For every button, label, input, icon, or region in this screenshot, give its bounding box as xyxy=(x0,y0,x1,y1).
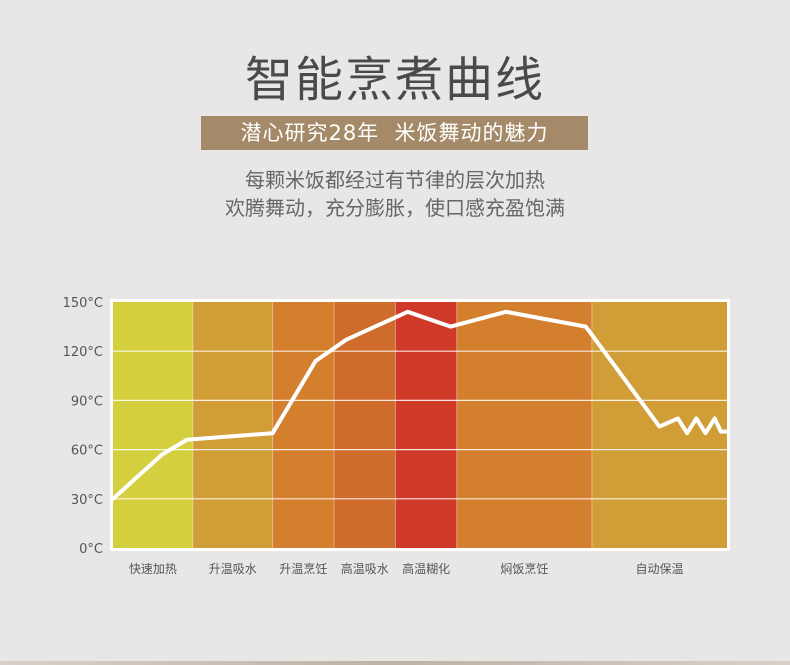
stage-band xyxy=(334,302,396,548)
stage-label: 自动保温 xyxy=(635,562,683,576)
stage-band xyxy=(395,302,457,548)
stage-label: 升温烹饪 xyxy=(279,561,327,576)
bottom-divider xyxy=(0,661,790,665)
stage-label: 高温吸水 xyxy=(341,561,389,576)
y-tick-label: 120°C xyxy=(63,345,103,360)
temperature-curve xyxy=(111,309,729,501)
stage-labels: 快速加热 升温吸水 升温烹饪 高温吸水 高温糊化 焖饭烹饪 自动保温 xyxy=(129,561,684,576)
stage-band xyxy=(272,302,335,548)
page-title: 智能烹煮曲线 xyxy=(244,52,545,108)
stage-band xyxy=(192,302,273,548)
y-tick-label: 30°C xyxy=(71,493,103,508)
stage-label: 高温糊化 xyxy=(402,561,450,576)
y-tick-label: 0°C xyxy=(79,542,103,557)
stage-band xyxy=(456,302,592,548)
y-tick-label: 60°C xyxy=(71,444,103,459)
stage-bands xyxy=(110,299,730,551)
y-tick-label: 90°C xyxy=(71,394,103,409)
stage-label: 升温吸水 xyxy=(209,562,257,576)
stage-label: 焖饭烹饪 xyxy=(500,561,548,576)
y-tick-label: 150°C xyxy=(63,296,103,311)
y-axis-ticks: 0°C 30°C 60°C 90°C 120°C 150°C xyxy=(63,296,103,557)
grid-lines xyxy=(113,350,727,500)
description-line-1: 每颗米饭都经过有节律的层次加热 xyxy=(245,168,545,192)
stage-band xyxy=(113,302,193,548)
stage-label: 快速加热 xyxy=(129,562,177,576)
description-line-2: 欢腾舞动，充分膨胀，使口感充盈饱满 xyxy=(225,196,565,220)
slogan-banner: 潜心研究28年 米饭舞动的魅力 xyxy=(201,116,588,150)
